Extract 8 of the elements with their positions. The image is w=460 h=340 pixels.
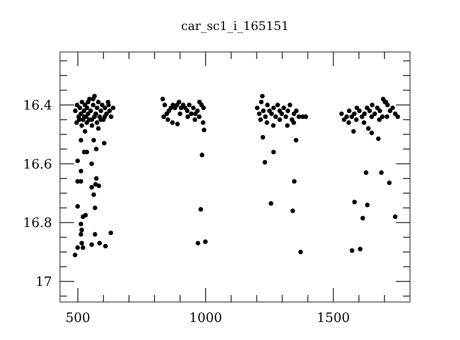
x-tick-label: 500 <box>65 311 90 326</box>
y-tick-label: 16.6 <box>23 157 52 172</box>
y-tick-label: 16.8 <box>23 216 52 232</box>
x-tick-label: 1500 <box>316 311 350 326</box>
chart-title: car_sc1_i_165151 <box>181 19 289 33</box>
y-tick-label: 17 <box>35 274 52 290</box>
x-tick-label: 1000 <box>189 311 222 326</box>
y-tick-label: 16.4 <box>23 98 52 114</box>
